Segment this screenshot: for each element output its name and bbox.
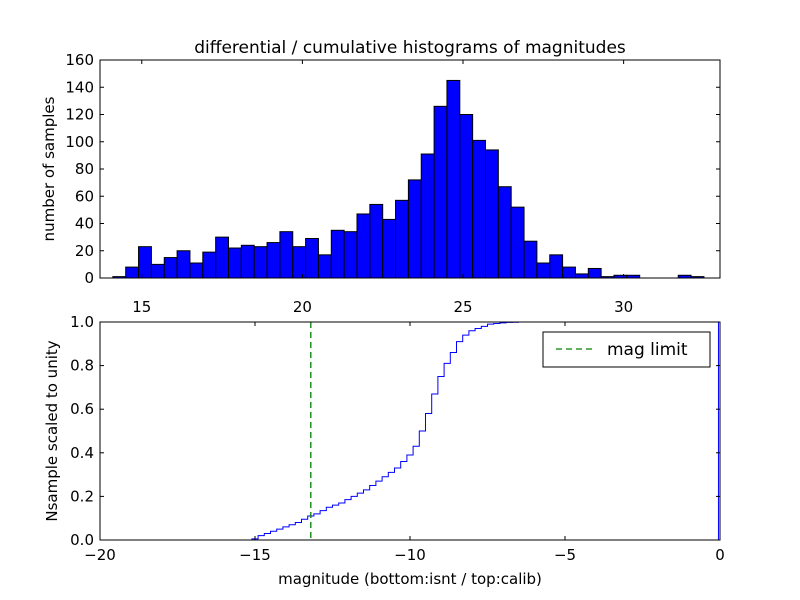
- histogram-bar: [420, 153, 435, 279]
- cumulative-step-line: [100, 321, 719, 541]
- cumulative-histogram: 0.0 0.2 0.4 0.6 0.8 1.0 −20 −15 −10 −5 0 Nsample …: [43, 313, 725, 588]
- legend: mag limit: [542, 331, 711, 368]
- y-tick-label: 0.4: [70, 444, 94, 462]
- x-tick-label: −10: [394, 546, 426, 564]
- histogram-bar: [227, 247, 242, 279]
- histogram-bar: [138, 246, 152, 279]
- top-x-ticks: 15 20 25 30: [132, 60, 633, 316]
- bottom-plot-frame: [99, 321, 721, 541]
- histogram-bar: [292, 246, 307, 279]
- histogram-bar: [266, 242, 281, 279]
- histogram-bar: [433, 105, 448, 279]
- histogram-bar: [356, 213, 371, 279]
- bottom-y-axis-label: Nsample scaled to unity: [43, 340, 61, 521]
- histogram-bar: [549, 254, 564, 279]
- legend-mag-limit-label: mag limit: [607, 340, 688, 360]
- chart-title: differential / cumulative histograms of …: [194, 38, 626, 58]
- histogram-bar: [446, 79, 461, 279]
- x-tick-label: 25: [453, 298, 472, 316]
- histogram-bar: [279, 231, 294, 279]
- x-tick-label: 0: [715, 546, 725, 564]
- histogram-bar: [163, 257, 178, 279]
- histogram-bar: [150, 263, 165, 279]
- bottom-y-ticks: 0.0 0.2 0.4 0.6 0.8 1.0: [70, 313, 720, 549]
- histogram-bar: [382, 218, 397, 279]
- x-tick-label: −5: [554, 546, 576, 564]
- histogram-bar: [587, 267, 602, 279]
- y-tick-label: 0.6: [70, 400, 94, 418]
- bottom-x-ticks: −20 −15 −10 −5 0: [84, 322, 725, 564]
- histogram-bar: [330, 229, 345, 279]
- histogram-bar: [202, 251, 217, 279]
- y-tick-label: 0.2: [70, 487, 94, 505]
- y-tick-label: 20: [75, 242, 94, 260]
- bottom-x-axis-label: magnitude (bottom:isnt / top:calib): [278, 570, 542, 588]
- histogram-bar: [484, 149, 499, 279]
- x-tick-label: −15: [239, 546, 271, 564]
- y-tick-label: 0.8: [70, 357, 94, 375]
- y-tick-label: 1.0: [70, 313, 94, 331]
- histogram-bar: [395, 199, 409, 279]
- y-tick-label: 80: [75, 160, 94, 178]
- histogram-bar: [536, 262, 551, 279]
- histogram-bar: [562, 266, 576, 279]
- y-tick-label: 160: [65, 51, 94, 69]
- y-tick-label: 120: [65, 106, 94, 124]
- y-tick-label: 140: [65, 78, 94, 96]
- y-tick-label: 100: [65, 133, 94, 151]
- histogram-bar: [510, 206, 525, 279]
- differential-histogram: differential / cumulative histograms of …: [40, 38, 721, 316]
- top-y-ticks: 0 20 40 60 80 100 120 140 160: [65, 51, 720, 287]
- histogram-bar: [215, 236, 229, 279]
- top-y-axis-label: number of samples: [40, 96, 58, 241]
- histogram-bar: [240, 244, 255, 279]
- histogram-bar: [305, 237, 319, 279]
- y-tick-label: 0.0: [70, 531, 94, 549]
- x-tick-label: 30: [614, 298, 633, 316]
- y-tick-label: 0: [84, 269, 94, 287]
- y-tick-label: 40: [75, 215, 94, 233]
- histogram-bar: [574, 273, 589, 279]
- x-tick-label: 15: [132, 298, 151, 316]
- x-tick-label: −20: [84, 546, 116, 564]
- histogram-bar: [459, 114, 474, 279]
- histogram-bar: [497, 186, 512, 279]
- histogram-bar: [407, 179, 422, 279]
- x-tick-label: 20: [293, 298, 312, 316]
- histogram-bar: [176, 250, 191, 279]
- y-tick-label: 60: [75, 187, 94, 205]
- histogram-bar: [343, 231, 358, 279]
- histogram-bar: [125, 266, 140, 279]
- histogram-bar: [369, 203, 384, 279]
- histogram-bar: [472, 139, 486, 279]
- histogram-bar: [189, 262, 204, 279]
- histogram-bar: [253, 246, 268, 279]
- histogram-bar: [523, 240, 538, 279]
- top-plot-frame: [99, 59, 721, 279]
- histogram-bar: [317, 254, 332, 279]
